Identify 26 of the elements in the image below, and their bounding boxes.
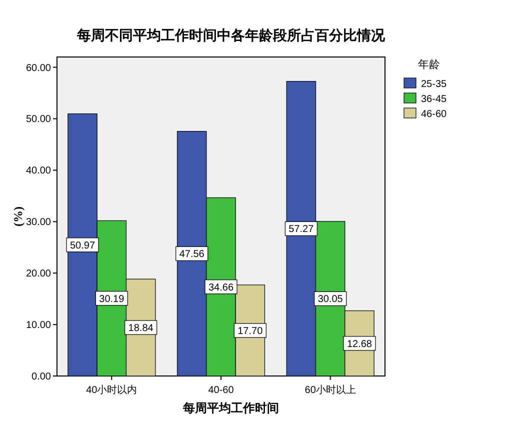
legend-label: 36-45 [421,94,448,105]
x-tick-label: 40-60 [208,385,234,396]
chart-title: 每周不同平均工作时间中各年龄段所占百分比情况 [76,28,386,44]
x-tick-label: 60小时以上 [304,384,356,396]
x-axis-title: 每周平均工作时间 [182,401,279,415]
y-tick-label: 40.00 [26,166,52,177]
y-tick-label: 50.00 [26,114,52,126]
legend-label: 25-35 [421,79,448,90]
data-label: 17.70 [238,326,264,337]
y-tick-label: 0.00 [32,372,52,382]
y-tick-label: 30.00 [26,217,52,228]
data-label: 34.66 [208,282,234,294]
data-label: 30.19 [99,294,125,305]
x-tick-label: 40小时以内 [86,384,138,396]
data-label: 12.68 [346,338,372,350]
y-axis-title: (%) [11,206,25,226]
data-label: 57.27 [288,224,314,236]
data-label: 18.84 [128,323,154,334]
legend-title: 年龄 [418,59,440,71]
y-tick-label: 20.00 [26,268,52,280]
data-label: 47.56 [179,249,205,260]
legend-label: 46-60 [421,109,448,120]
data-label: 50.97 [70,240,96,252]
y-tick-label: 60.00 [26,62,52,74]
data-label: 30.05 [318,294,344,306]
y-tick-label: 10.00 [26,320,52,332]
